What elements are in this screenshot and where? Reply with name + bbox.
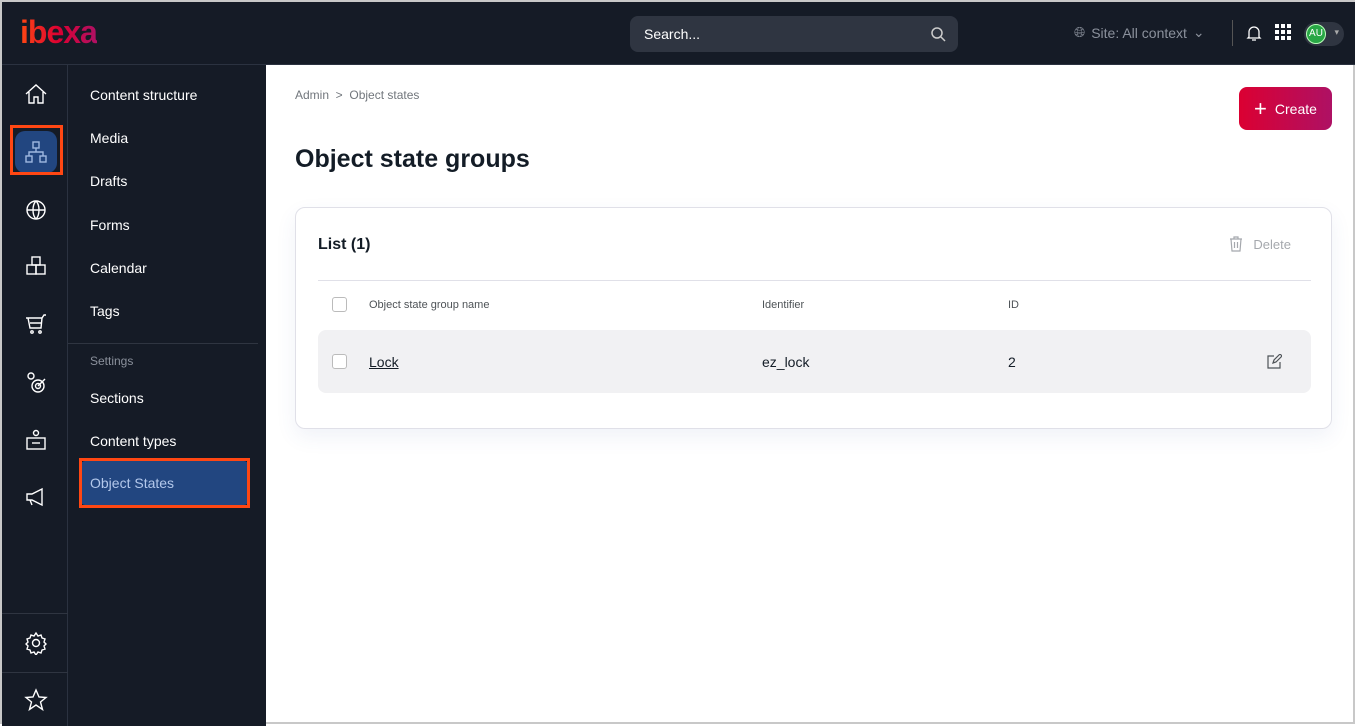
search-placeholder: Search... <box>644 26 701 42</box>
create-label: Create <box>1274 100 1317 117</box>
divider <box>2 613 68 614</box>
column-header-identifier: Identifier <box>762 299 805 311</box>
table-row: Lock ez_lock 2 <box>318 330 1311 393</box>
main-rail <box>2 65 68 726</box>
identifier-cell: ez_lock <box>762 354 810 370</box>
subnav-item-object-states[interactable]: Object States <box>81 461 248 505</box>
megaphone-icon[interactable] <box>15 476 57 518</box>
user-menu[interactable]: AU ▾ <box>1304 22 1344 46</box>
breadcrumb: Admin > Object states <box>295 88 420 102</box>
highlight-box <box>79 458 250 508</box>
bell-icon[interactable] <box>1246 24 1262 42</box>
star-icon[interactable] <box>15 679 57 721</box>
home-icon[interactable] <box>15 73 57 115</box>
plus-icon: + <box>1254 95 1267 121</box>
top-bar: ibexa Search... 🌐︎ Site: All context ⌄ AU ▾ <box>2 2 1355 65</box>
divider <box>68 343 258 344</box>
edit-icon[interactable] <box>1267 354 1282 369</box>
search-input[interactable]: Search... <box>630 16 958 52</box>
subnav-item-drafts[interactable]: Drafts <box>90 173 128 189</box>
subnav-item-tags[interactable]: Tags <box>90 303 120 319</box>
subnav-item-content-types[interactable]: Content types <box>90 433 177 449</box>
globe-icon: 🌐︎ <box>1074 24 1086 40</box>
gear-icon[interactable] <box>15 622 57 664</box>
chevron-down-icon: ▾ <box>1334 27 1339 37</box>
column-header-id: ID <box>1008 299 1019 311</box>
list-title: List (1) <box>318 236 371 253</box>
object-state-group-link[interactable]: Lock <box>369 354 399 370</box>
sub-navigation: Content structure Media Drafts Forms Cal… <box>68 65 266 726</box>
content-tree-icon[interactable] <box>15 131 57 173</box>
avatar: AU <box>1306 24 1326 44</box>
delete-button[interactable]: Delete <box>1229 236 1291 252</box>
cart-icon[interactable] <box>15 303 57 345</box>
id-cell: 2 <box>1008 354 1016 370</box>
create-button[interactable]: + Create <box>1239 87 1332 130</box>
subnav-item-forms[interactable]: Forms <box>90 217 130 233</box>
search-icon[interactable] <box>930 26 946 42</box>
catalog-boxes-icon[interactable] <box>15 245 57 287</box>
customer-portal-icon[interactable] <box>15 419 57 461</box>
subnav-item-calendar[interactable]: Calendar <box>90 260 147 276</box>
breadcrumb-admin[interactable]: Admin <box>295 88 330 102</box>
page-title: Object state groups <box>295 145 530 173</box>
site-globe-icon[interactable] <box>15 189 57 231</box>
divider <box>2 672 68 673</box>
subnav-item-media[interactable]: Media <box>90 130 129 146</box>
row-checkbox[interactable] <box>332 354 347 369</box>
subnav-item-sections[interactable]: Sections <box>90 390 144 406</box>
subnav-item-content-structure[interactable]: Content structure <box>90 87 198 103</box>
highlight-box <box>10 125 63 175</box>
list-card: List (1) Delete Object state group name … <box>295 207 1332 429</box>
site-context-selector[interactable]: 🌐︎ Site: All context ⌄ <box>1074 24 1205 41</box>
apps-grid-icon[interactable] <box>1275 24 1291 40</box>
breadcrumb-current: Object states <box>349 88 420 102</box>
personalization-target-icon[interactable] <box>15 362 57 404</box>
site-context-label: Site: All context <box>1091 24 1187 41</box>
column-header-name: Object state group name <box>369 299 490 311</box>
chevron-down-icon: ⌄ <box>1192 24 1205 40</box>
delete-label: Delete <box>1253 236 1291 252</box>
divider <box>318 280 1311 281</box>
trash-icon <box>1230 236 1243 252</box>
ibexa-logo[interactable]: ibexa <box>20 14 98 50</box>
divider <box>1232 20 1233 46</box>
settings-heading: Settings <box>90 354 134 368</box>
select-all-checkbox[interactable] <box>332 297 347 312</box>
